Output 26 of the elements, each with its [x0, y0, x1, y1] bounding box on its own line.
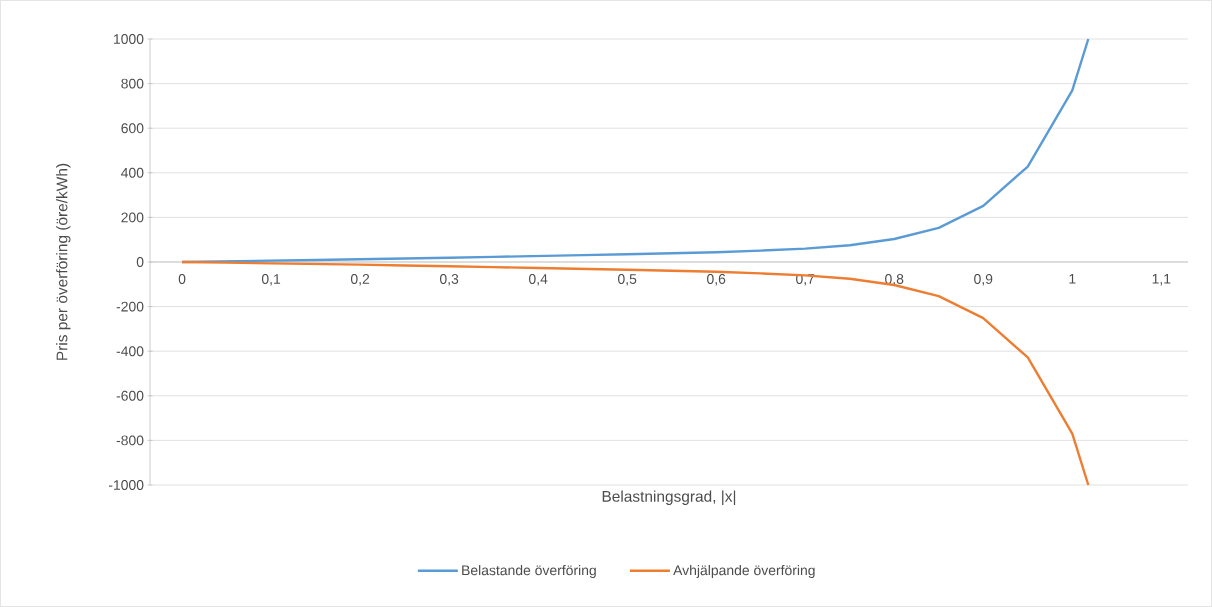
y-tick-label: 600	[121, 123, 144, 134]
y-tick-label: -600	[116, 390, 144, 401]
x-tick-label: 0,9	[974, 274, 993, 286]
x-tick-label: 0,5	[618, 274, 637, 286]
y-tick-label: 1000	[114, 34, 144, 44]
x-tick-label: 1,1	[1152, 274, 1171, 286]
y-tick-label: 0	[136, 257, 144, 267]
x-axis-title: Belastningsgrad, |x|	[602, 490, 736, 505]
y-tick-label: 800	[121, 78, 144, 89]
x-tick-label: 0,3	[439, 274, 459, 286]
y-tick-label: 200	[121, 212, 144, 223]
x-tick-label: 0	[178, 274, 186, 284]
x-tick-label: 0,8	[885, 274, 904, 286]
x-tick-label: 0,2	[350, 274, 370, 286]
x-tick-label: 0,1	[261, 274, 281, 286]
y-tick-label: -1000	[108, 480, 144, 490]
legend-label: Belastande överföring	[462, 565, 596, 578]
y-tick-label: 400	[121, 167, 144, 178]
x-tick-label: 0,4	[528, 274, 548, 286]
y-tick-label: -200	[116, 301, 144, 312]
y-tick-label: -400	[116, 346, 144, 357]
x-tick-label: 1	[1069, 274, 1076, 284]
legend-label: Avhjälpande överföring	[673, 565, 815, 578]
y-tick-label: -800	[116, 435, 144, 446]
y-axis-title: Pris per överföring (öre/kWh)	[56, 163, 71, 360]
x-tick-label: 0,6	[707, 274, 726, 286]
